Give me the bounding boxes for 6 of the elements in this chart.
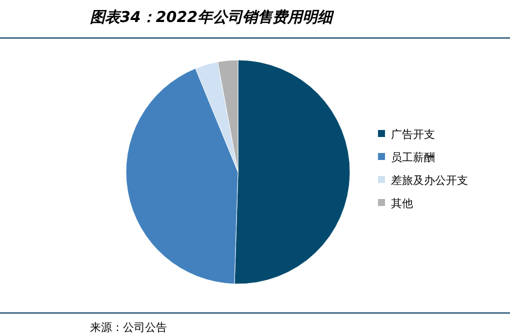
chart-title: 图表34：2022年公司销售费用明细	[90, 8, 335, 26]
legend-label: 广告开支	[391, 128, 435, 141]
legend-label: 差旅及办公开支	[391, 174, 468, 187]
legend-label: 其他	[391, 197, 413, 210]
source-note: 来源：公司公告	[90, 321, 167, 334]
legend-label: 员工薪酬	[391, 151, 435, 164]
